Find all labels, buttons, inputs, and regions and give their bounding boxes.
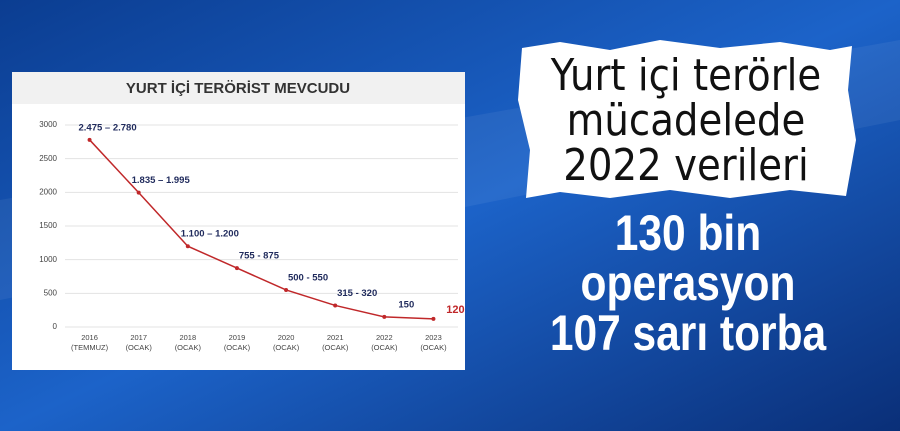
data-point — [333, 303, 338, 308]
data-label: 315 - 320 — [337, 288, 377, 299]
chart-title: YURT İÇİ TERÖRİST MEVCUDU — [126, 80, 350, 97]
y-tick-label: 1000 — [39, 255, 57, 264]
x-tick-label: 2019 (OCAK) — [224, 333, 251, 352]
data-label: 150 — [398, 299, 414, 310]
data-point — [234, 266, 239, 271]
y-tick-label: 0 — [53, 322, 58, 331]
data-point — [382, 314, 387, 319]
y-tick-label: 2000 — [39, 187, 57, 196]
x-tick-label: 2021 (OCAK) — [322, 333, 349, 352]
x-tick-label: 2016 (TEMMUZ) — [71, 333, 109, 352]
subheadline-line: operasyon — [581, 255, 796, 311]
x-tick-label: 2022 (OCAK) — [371, 333, 398, 352]
x-tick-label: 2023 (OCAK) — [420, 333, 447, 352]
data-label: 1.100 – 1.200 — [181, 229, 239, 240]
data-label: 755 - 875 — [239, 251, 280, 262]
headline-line: Yurt içi terörle — [550, 50, 821, 101]
data-line — [89, 139, 434, 320]
headline-line: mücadelede — [567, 95, 806, 146]
headline-line: 2022 verileri — [563, 140, 808, 191]
y-tick-label: 500 — [44, 288, 58, 297]
x-tick-label: 2018 (OCAK) — [175, 333, 202, 352]
data-label: 120 — [446, 304, 464, 316]
subheadline-line: 130 bin — [615, 205, 761, 261]
data-label: 500 - 550 — [288, 272, 328, 283]
data-point — [87, 137, 92, 142]
y-tick-label: 2500 — [39, 154, 57, 163]
chart-panel — [12, 72, 465, 370]
headline-paper — [518, 40, 856, 198]
data-point — [136, 190, 141, 195]
x-tick-label: 2020 (OCAK) — [273, 333, 300, 352]
subheadline-line: 107 sarı torba — [550, 305, 827, 361]
data-label: 2.475 – 2.780 — [79, 122, 137, 133]
data-point — [185, 244, 190, 249]
y-tick-label: 1500 — [39, 221, 57, 230]
chart-header — [12, 72, 465, 104]
data-point — [284, 287, 289, 292]
x-tick-label: 2017 (OCAK) — [126, 333, 153, 352]
y-tick-label: 3000 — [39, 120, 57, 129]
data-label: 1.835 – 1.995 — [132, 175, 191, 186]
data-point — [431, 316, 436, 321]
